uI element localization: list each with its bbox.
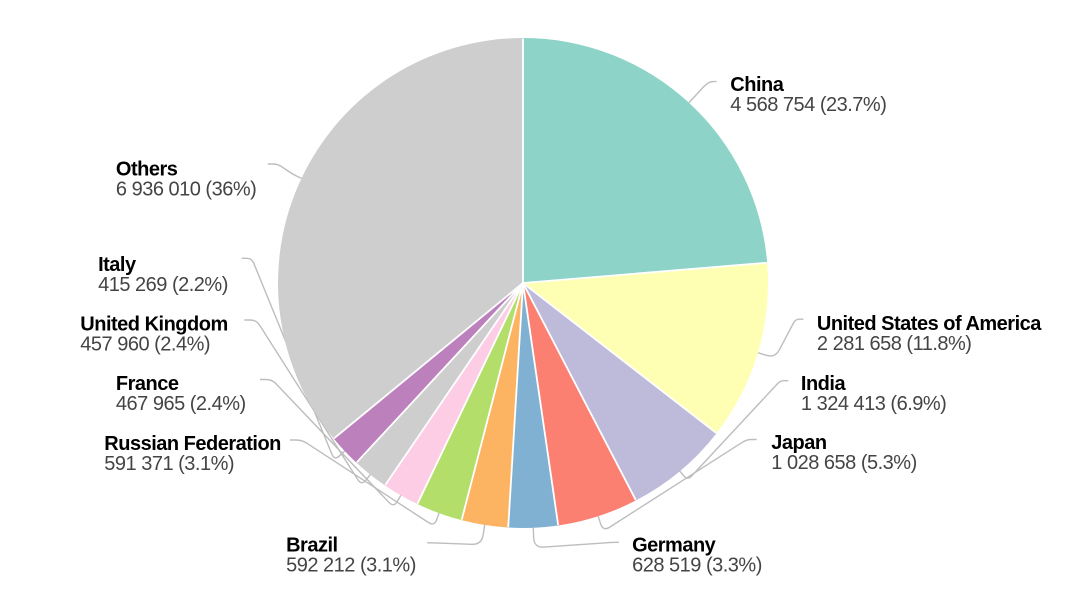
svg-text:467 965 (2.4%): 467 965 (2.4%) <box>116 393 246 415</box>
svg-text:592 212 (3.1%): 592 212 (3.1%) <box>286 554 416 576</box>
svg-text:Russian Federation: Russian Federation <box>104 433 281 455</box>
svg-text:Germany: Germany <box>632 534 717 556</box>
svg-text:China: China <box>730 74 784 96</box>
svg-text:1 324 413 (6.9%): 1 324 413 (6.9%) <box>801 393 946 415</box>
svg-text:Japan: Japan <box>771 432 826 454</box>
svg-text:United States of America: United States of America <box>817 313 1042 335</box>
svg-text:415 269 (2.2%): 415 269 (2.2%) <box>98 274 228 296</box>
svg-text:Brazil: Brazil <box>286 534 337 556</box>
svg-text:6 936 010 (36%): 6 936 010 (36%) <box>116 179 256 201</box>
svg-text:Others: Others <box>116 159 178 181</box>
svg-text:457 960 (2.4%): 457 960 (2.4%) <box>80 334 210 356</box>
svg-text:2 281 658 (11.8%): 2 281 658 (11.8%) <box>817 333 972 355</box>
svg-text:628 519 (3.3%): 628 519 (3.3%) <box>632 554 762 576</box>
svg-text:Italy: Italy <box>98 254 137 276</box>
svg-text:France: France <box>116 373 179 395</box>
svg-text:United Kingdom: United Kingdom <box>80 314 227 336</box>
svg-text:India: India <box>801 373 847 395</box>
svg-text:591 371 (3.1%): 591 371 (3.1%) <box>104 453 234 475</box>
svg-text:4 568 754 (23.7%): 4 568 754 (23.7%) <box>730 94 886 116</box>
svg-text:1 028 658 (5.3%): 1 028 658 (5.3%) <box>771 452 916 474</box>
